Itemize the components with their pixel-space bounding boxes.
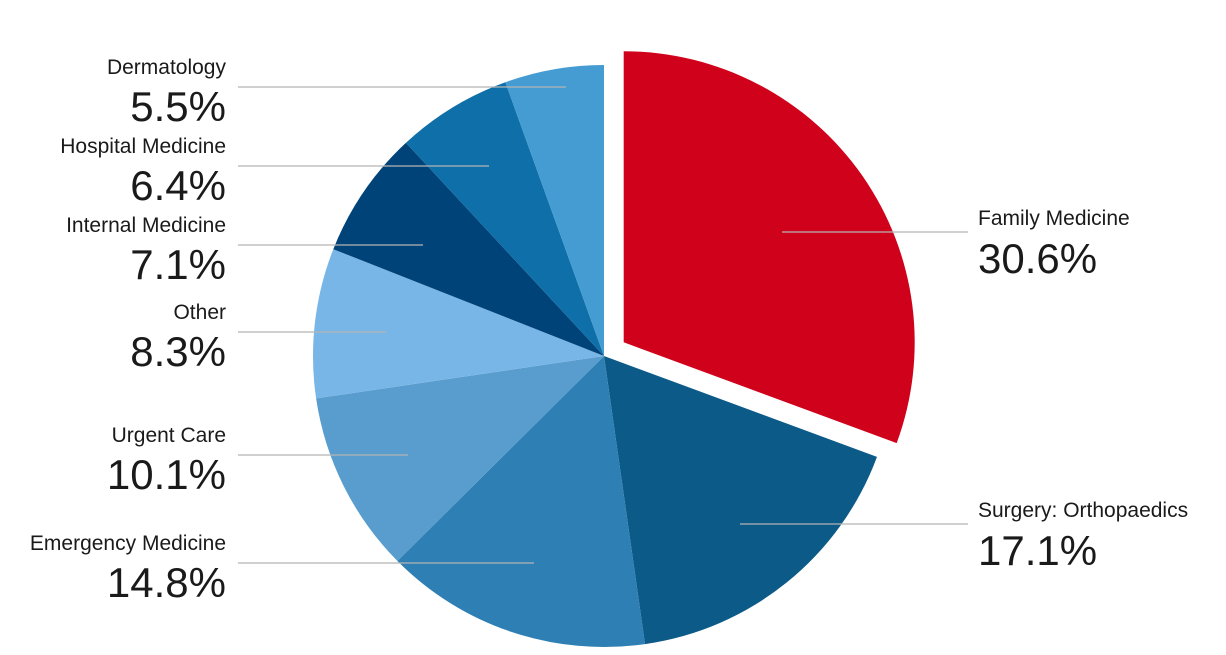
slice-value-label-hospital-medicine: 6.4% [130,162,226,209]
pie-slice-hospital-medicine [405,82,604,357]
slice-value-label-other: 8.3% [130,328,226,375]
slice-labels: Family Medicine 30.6% Surgery: Orthopaedic… [30,56,1188,606]
slice-name-label-surgery-orthopaedics: Surgery: Orthopaedics [978,499,1188,522]
slice-value-label-emergency-medicine: 14.8% [107,559,226,606]
pie-slice-family-medicine [623,51,915,444]
slice-name-label-emergency-medicine: Emergency Medicine [30,532,226,555]
pie-slice-internal-medicine [333,142,604,356]
pie-slice-other [313,249,604,399]
pie-slice-dermatology [505,65,604,356]
slice-value-label-internal-medicine: 7.1% [130,241,226,288]
slice-name-label-urgent-care: Urgent Care [112,424,226,447]
pie-slice-urgent-care [316,356,604,561]
slice-value-label-surgery-orthopaedics: 17.1% [978,527,1097,574]
pie-slice-emergency-medicine [397,356,646,647]
slice-name-label-internal-medicine: Internal Medicine [66,214,226,237]
slice-name-label-other: Other [173,301,226,324]
slice-value-label-urgent-care: 10.1% [107,451,226,498]
slice-name-label-dermatology: Dermatology [107,56,227,79]
slice-name-label-family-medicine: Family Medicine [978,207,1130,230]
slice-value-label-dermatology: 5.5% [130,83,226,130]
slice-name-label-hospital-medicine: Hospital Medicine [60,135,226,158]
leader-lines [238,86,968,564]
pie-slice-surgery-orthopaedics [604,356,877,645]
slice-value-label-family-medicine: 30.6% [978,235,1097,282]
pie-slices [313,51,915,647]
